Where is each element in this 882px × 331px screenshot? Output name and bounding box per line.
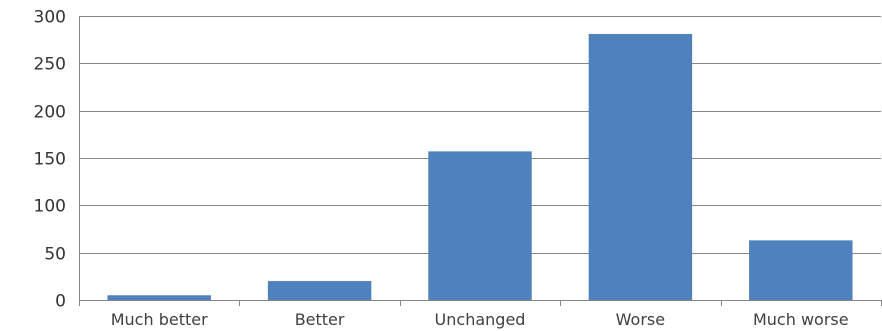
y-tick-label: 50 bbox=[44, 245, 66, 265]
bar-much-worse bbox=[749, 240, 853, 300]
y-tick-label: 250 bbox=[34, 55, 66, 75]
bar-worse bbox=[588, 33, 693, 301]
bar-unchanged bbox=[428, 151, 532, 300]
bars bbox=[107, 33, 853, 301]
y-axis-tick-labels: 0 50 100 150 200 250 300 bbox=[34, 8, 66, 312]
x-category-label: Much worse bbox=[753, 310, 849, 329]
y-tick-label: 150 bbox=[34, 150, 66, 170]
x-category-label: Worse bbox=[616, 310, 665, 329]
bar-better bbox=[267, 281, 372, 300]
y-tick-label: 100 bbox=[34, 197, 66, 217]
y-tick-label: 200 bbox=[34, 103, 66, 123]
x-axis-category-labels: Much better Better Unchanged Worse Much wors… bbox=[111, 310, 849, 329]
x-category-label: Better bbox=[295, 310, 345, 329]
x-category-label: Much better bbox=[111, 310, 208, 329]
y-tick-label: 300 bbox=[34, 8, 66, 28]
y-tick-label: 0 bbox=[55, 292, 66, 312]
x-category-label: Unchanged bbox=[435, 310, 526, 329]
bar-much-better bbox=[107, 295, 211, 300]
